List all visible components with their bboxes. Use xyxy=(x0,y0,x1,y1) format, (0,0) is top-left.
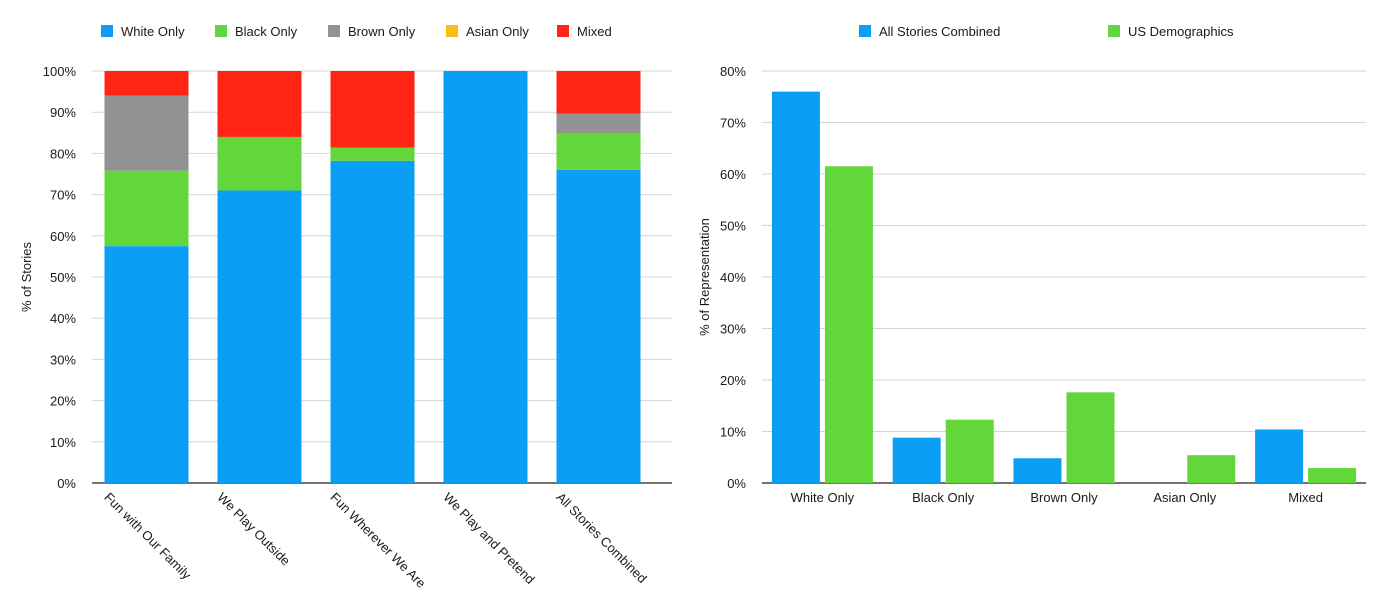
bar-all-stories-combined-mixed xyxy=(556,71,641,114)
y-tick-label: 90% xyxy=(50,105,76,120)
x-tick-label: Mixed xyxy=(1288,490,1323,505)
bar-brown-only-all-stories-combined xyxy=(1013,458,1062,483)
bar-all-stories-combined-white-only xyxy=(556,169,641,483)
x-tick-label: Brown Only xyxy=(1030,490,1098,505)
y-tick-label: 100% xyxy=(43,64,77,79)
bar-mixed-all-stories-combined xyxy=(1255,429,1304,483)
bar-fun-wherever-we-are-black-only xyxy=(330,147,415,161)
x-tick-label: Fun with Our Family xyxy=(101,490,194,583)
bar-we-play-and-pretend-white-only xyxy=(443,71,528,483)
y-tick-label: 80% xyxy=(720,64,746,79)
bar-we-play-outside-white-only xyxy=(217,190,302,484)
legend-swatch-asian-only xyxy=(446,25,458,37)
stacked-bar-chart: White Only Black Only Brown Only Asian Only… xyxy=(19,24,672,591)
bar-black-only-all-stories-combined xyxy=(892,437,941,483)
y-tick-label: 80% xyxy=(50,146,76,161)
y-axis-label: % of Stories xyxy=(19,241,34,312)
bar-brown-only-us-demographics xyxy=(1066,392,1115,483)
legend-label-mixed: Mixed xyxy=(577,24,612,39)
bar-asian-only-us-demographics xyxy=(1187,455,1236,483)
grouped-bar-chart: All Stories Combined US Demographics 0% 10%… xyxy=(697,24,1366,505)
legend-label-asian-only: Asian Only xyxy=(466,24,529,39)
legend-swatch-mixed xyxy=(557,25,569,37)
bar-white-only-us-demographics xyxy=(824,166,873,483)
y-tick-label: 10% xyxy=(50,435,76,450)
bar-fun-wherever-we-are-mixed xyxy=(330,71,415,148)
bar-we-play-outside-mixed xyxy=(217,71,302,137)
y-tick-label: 0% xyxy=(727,476,746,491)
legend-label-white-only: White Only xyxy=(121,24,185,39)
legend-swatch-brown-only xyxy=(328,25,340,37)
legend-label-brown-only: Brown Only xyxy=(348,24,416,39)
x-tick-label: We Play Outside xyxy=(214,490,293,569)
bar-all-stories-combined-brown-only xyxy=(556,113,641,134)
bar-fun-wherever-we-are-white-only xyxy=(330,160,415,484)
y-tick-label: 50% xyxy=(50,270,76,285)
x-tick-label: Asian Only xyxy=(1153,490,1216,505)
x-tick-label: Fun Wherever We Are xyxy=(327,490,428,591)
bar-we-play-outside-black-only xyxy=(217,136,302,191)
y-tick-label: 10% xyxy=(720,425,746,440)
bar-fun-with-our-family-black-only xyxy=(104,170,189,247)
x-tick-label: We Play and Pretend xyxy=(440,490,537,587)
legend-label-black-only: Black Only xyxy=(235,24,298,39)
y-tick-label: 60% xyxy=(720,167,746,182)
x-tick-label: Black Only xyxy=(912,490,975,505)
bar-black-only-us-demographics xyxy=(945,419,994,483)
bar-all-stories-combined-black-only xyxy=(556,133,641,170)
legend-swatch-all-stories-combined xyxy=(859,25,871,37)
bar-white-only-all-stories-combined xyxy=(771,91,820,483)
legend-label-us-demographics: US Demographics xyxy=(1128,24,1234,39)
bar-fun-with-our-family-mixed xyxy=(104,71,189,96)
y-tick-label: 20% xyxy=(50,394,76,409)
y-tick-label: 30% xyxy=(50,352,76,367)
y-tick-label: 50% xyxy=(720,219,746,234)
bar-fun-with-our-family-brown-only xyxy=(104,95,189,171)
y-tick-label: 70% xyxy=(720,116,746,131)
y-tick-label: 70% xyxy=(50,188,76,203)
y-tick-label: 60% xyxy=(50,229,76,244)
y-tick-label: 40% xyxy=(720,270,746,285)
y-tick-label: 30% xyxy=(720,322,746,337)
y-tick-label: 20% xyxy=(720,373,746,388)
legend-label-all-stories-combined: All Stories Combined xyxy=(879,24,1000,39)
bar-fun-with-our-family-white-only xyxy=(104,246,189,483)
y-tick-label: 40% xyxy=(50,311,76,326)
legend-swatch-us-demographics xyxy=(1108,25,1120,37)
x-tick-label: White Only xyxy=(791,490,855,505)
legend-swatch-black-only xyxy=(215,25,227,37)
legend-swatch-white-only xyxy=(101,25,113,37)
y-axis-label: % of Representation xyxy=(697,218,712,336)
x-tick-label: All Stories Combined xyxy=(553,490,649,586)
bar-mixed-us-demographics xyxy=(1308,468,1357,483)
y-tick-label: 0% xyxy=(57,476,76,491)
